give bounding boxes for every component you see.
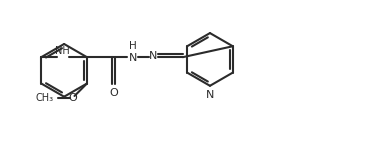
Text: O: O — [68, 93, 77, 103]
Text: N: N — [128, 53, 137, 63]
Text: CH₃: CH₃ — [36, 93, 54, 103]
Text: NH: NH — [55, 46, 69, 56]
Text: N: N — [206, 90, 214, 100]
Text: O: O — [109, 88, 118, 98]
Text: N: N — [149, 51, 158, 61]
Text: H: H — [129, 41, 137, 51]
